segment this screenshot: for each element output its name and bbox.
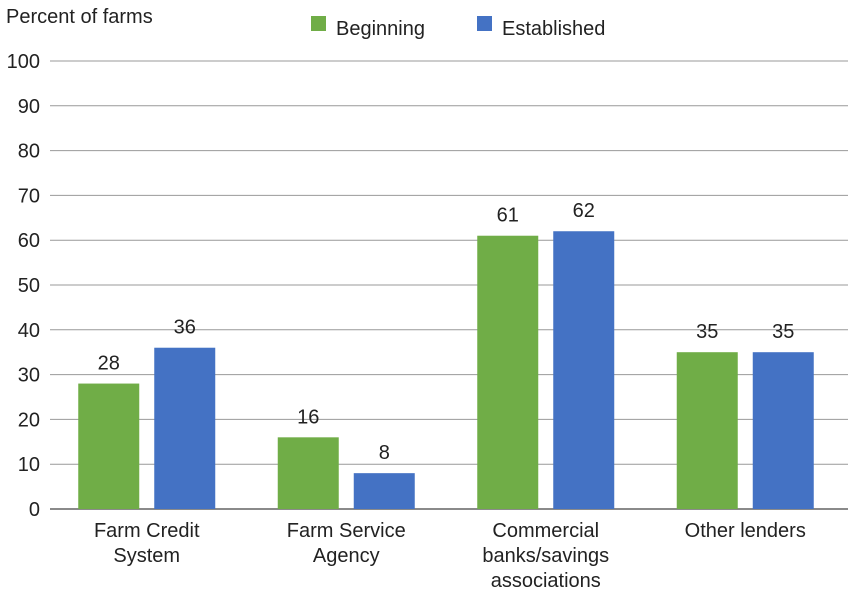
y-tick-label: 0 [29,499,40,521]
data-label: 16 [297,406,319,428]
bar-beginning [78,383,140,509]
legend-label-established: Established [502,18,605,40]
data-label: 36 [174,317,196,339]
bar-established [752,352,814,509]
y-tick-label: 100 [7,51,40,73]
y-tick-label: 50 [18,275,40,297]
y-tick-label: 80 [18,141,40,163]
data-label: 35 [772,321,794,343]
x-tick-label: System [113,545,180,567]
bars [78,231,814,510]
legend-swatch-beginning [311,16,326,31]
x-axis-categories: Farm Credit System Farm Service Agency Comme… [94,520,806,592]
data-labels: 28 36 16 8 61 62 35 35 [98,200,795,464]
y-tick-label: 90 [18,96,40,118]
legend-swatch-established [477,16,492,31]
x-tick-label: Other lenders [685,520,806,542]
x-tick-label: associations [491,570,601,592]
x-tick-label: Agency [313,545,380,567]
y-tick-label: 20 [18,409,40,431]
bar-established [553,231,615,510]
bar-beginning [676,352,738,509]
y-tick-label: 60 [18,230,40,252]
x-tick-label: Commercial [492,520,599,542]
y-tick-label: 10 [18,454,40,476]
bar-beginning [477,235,539,509]
y-tick-label: 30 [18,365,40,387]
legend-label-beginning: Beginning [336,18,425,40]
bar-established [154,347,216,509]
data-label: 28 [98,353,120,375]
bar-established [353,473,415,509]
y-axis-label: Percent of farms [6,6,153,28]
y-axis-ticks: 0 10 20 30 40 50 60 70 80 90 100 [7,51,40,521]
x-tick-label: Farm Service [287,520,406,542]
data-label: 61 [497,205,519,227]
data-label: 62 [573,200,595,222]
data-label: 35 [696,321,718,343]
x-tick-label: Farm Credit [94,520,200,542]
legend: Beginning Established [311,16,605,40]
bar-beginning [277,437,339,509]
y-tick-label: 70 [18,185,40,207]
x-tick-label: banks/savings [482,545,609,567]
data-label: 8 [379,442,390,464]
y-tick-label: 40 [18,320,40,342]
